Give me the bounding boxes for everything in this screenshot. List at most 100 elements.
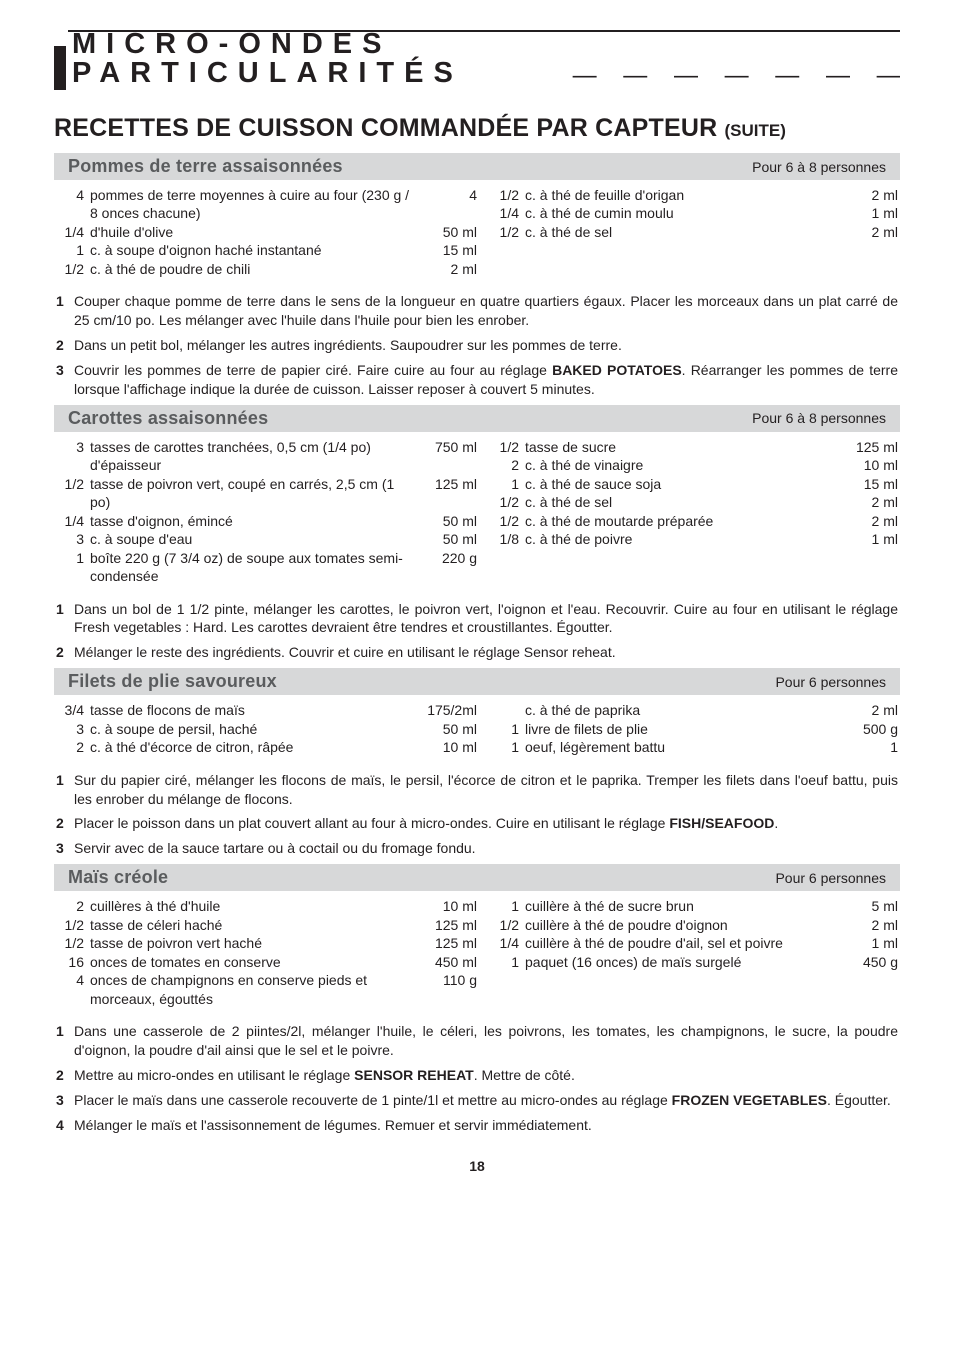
ingredient-desc: tasse de céleri haché bbox=[90, 916, 421, 934]
ingredients-col-left: 4pommes de terre moyennes à cuire au fou… bbox=[56, 186, 477, 278]
ingredient-amount: 2 ml bbox=[421, 260, 477, 278]
step-text: Dans un bol de 1 1/2 pinte, mélanger les… bbox=[74, 600, 898, 638]
ingredient-desc: c. à thé de vinaigre bbox=[525, 456, 842, 474]
ingredient-line: 1paquet (16 onces) de maïs surgelé450 g bbox=[491, 953, 898, 971]
ingredient-qty: 1/4 bbox=[491, 204, 525, 222]
ingredient-amount: 15 ml bbox=[842, 475, 898, 493]
ingredient-desc: pommes de terre moyennes à cuire au four… bbox=[90, 186, 421, 223]
step: 1Couper chaque pomme de terre dans le se… bbox=[56, 292, 898, 330]
step: 1Sur du papier ciré, mélanger les flocon… bbox=[56, 771, 898, 809]
ingredient-amount: 2 ml bbox=[842, 512, 898, 530]
section-header-row: MICRO-ONDES PARTICULARITÉS — — — — — — —… bbox=[54, 30, 900, 90]
step: 3Placer le maïs dans une casserole recou… bbox=[56, 1091, 898, 1110]
ingredient-qty: 3/4 bbox=[56, 701, 90, 719]
ingredient-amount: 125 ml bbox=[421, 475, 477, 493]
step-text: Mélanger le maïs et l'assisonnement de l… bbox=[74, 1116, 898, 1135]
ingredient-line: 1/2tasse de céleri haché125 ml bbox=[56, 916, 477, 934]
ingredient-amount: 500 g bbox=[842, 720, 898, 738]
ingredient-qty: 1/8 bbox=[491, 530, 525, 548]
ingredient-qty: 4 bbox=[56, 186, 90, 204]
ingredients: 3/4tasse de flocons de maïs175/2ml3c. à … bbox=[54, 695, 900, 764]
ingredient-desc: c. à soupe d'oignon haché instantané bbox=[90, 241, 421, 259]
step: 4Mélanger le maïs et l'assisonnement de … bbox=[56, 1116, 898, 1135]
ingredient-desc: tasse de poivron vert, coupé en carrés, … bbox=[90, 475, 421, 512]
steps-list: 1Couper chaque pomme de terre dans le se… bbox=[54, 292, 900, 398]
ingredients-col-right: 1cuillère à thé de sucre brun5 ml1/2cuil… bbox=[477, 897, 898, 1008]
ingredient-qty: 1 bbox=[56, 549, 90, 567]
ingredients: 3tasses de carottes tranchées, 0,5 cm (1… bbox=[54, 432, 900, 594]
ingredient-qty: 1/2 bbox=[491, 512, 525, 530]
ingredient-line: 2cuillères à thé d'huile10 ml bbox=[56, 897, 477, 915]
ingredient-qty: 3 bbox=[56, 530, 90, 548]
ingredient-amount: 50 ml bbox=[421, 720, 477, 738]
ingredient-amount: 1 ml bbox=[842, 934, 898, 952]
ingredient-amount: 2 ml bbox=[842, 701, 898, 719]
step-number: 3 bbox=[56, 361, 74, 399]
step: 1Dans un bol de 1 1/2 pinte, mélanger le… bbox=[56, 600, 898, 638]
ingredients-col-right: 1/2tasse de sucre125 ml2c. à thé de vina… bbox=[477, 438, 898, 586]
step-text: Mettre au micro-ondes en utilisant le ré… bbox=[74, 1066, 898, 1085]
ingredient-amount: 10 ml bbox=[421, 738, 477, 756]
ingredient-desc: c. à thé de poivre bbox=[525, 530, 842, 548]
ingredient-line: 1/2tasse de sucre125 ml bbox=[491, 438, 898, 456]
ingredients-col-right: 1/2c. à thé de feuille d'origan2 ml1/4c.… bbox=[477, 186, 898, 278]
ingredient-desc: tasse d'oignon, émincé bbox=[90, 512, 421, 530]
ingredient-desc: tasse de flocons de maïs bbox=[90, 701, 421, 719]
step-text: Mélanger le reste des ingrédients. Couvr… bbox=[74, 643, 898, 662]
recipe-title: Pommes de terre assaisonnées bbox=[68, 156, 343, 177]
ingredient-qty: 1/2 bbox=[491, 223, 525, 241]
ingredient-line: 1/2tasse de poivron vert, coupé en carré… bbox=[56, 475, 477, 512]
step-number: 1 bbox=[56, 1022, 74, 1060]
step: 2Placer le poisson dans un plat couvert … bbox=[56, 814, 898, 833]
ingredient-qty: 2 bbox=[56, 738, 90, 756]
recipe-header: Filets de plie savoureuxPour 6 personnes bbox=[54, 668, 900, 695]
ingredient-qty: 1/2 bbox=[491, 186, 525, 204]
ingredient-line: 1boîte 220 g (7 3/4 oz) de soupe aux tom… bbox=[56, 549, 477, 586]
ingredient-line: 1/2c. à thé de sel2 ml bbox=[491, 223, 898, 241]
ingredient-desc: c. à thé de poudre de chili bbox=[90, 260, 421, 278]
recipe-header: Pommes de terre assaisonnéesPour 6 à 8 p… bbox=[54, 153, 900, 180]
ingredient-qty: 1/2 bbox=[56, 475, 90, 493]
ingredients-col-left: 3tasses de carottes tranchées, 0,5 cm (1… bbox=[56, 438, 477, 586]
ingredient-line: 1c. à soupe d'oignon haché instantané15 … bbox=[56, 241, 477, 259]
ingredient-amount: 2 ml bbox=[842, 223, 898, 241]
recipes-container: Pommes de terre assaisonnéesPour 6 à 8 p… bbox=[54, 153, 900, 1134]
ingredient-line: 4onces de champignons en conserve pieds … bbox=[56, 971, 477, 1008]
step-text: Servir avec de la sauce tartare ou à coc… bbox=[74, 839, 898, 858]
ingredient-desc: c. à thé de feuille d'origan bbox=[525, 186, 842, 204]
ingredient-line: 1/4c. à thé de cumin moulu1 ml bbox=[491, 204, 898, 222]
ingredient-line: 1/4tasse d'oignon, émincé50 ml bbox=[56, 512, 477, 530]
ingredient-desc: oeuf, légèrement battu bbox=[525, 738, 842, 756]
steps-list: 1Sur du papier ciré, mélanger les flocon… bbox=[54, 771, 900, 859]
ingredients: 2cuillères à thé d'huile10 ml1/2tasse de… bbox=[54, 891, 900, 1016]
ingredients-col-left: 3/4tasse de flocons de maïs175/2ml3c. à … bbox=[56, 701, 477, 756]
ingredient-desc: c. à thé de cumin moulu bbox=[525, 204, 842, 222]
step: 3Servir avec de la sauce tartare ou à co… bbox=[56, 839, 898, 858]
main-title-suffix: (SUITE) bbox=[725, 121, 786, 140]
ingredient-desc: cuillère à thé de sucre brun bbox=[525, 897, 842, 915]
ingredient-desc: cuillères à thé d'huile bbox=[90, 897, 421, 915]
ingredient-qty: 1/2 bbox=[56, 934, 90, 952]
ingredient-amount: 125 ml bbox=[842, 438, 898, 456]
ingredient-qty: 1/2 bbox=[491, 916, 525, 934]
ingredient-line: 16onces de tomates en conserve450 ml bbox=[56, 953, 477, 971]
ingredient-line: 3c. à soupe de persil, haché50 ml bbox=[56, 720, 477, 738]
ingredient-desc: c. à thé de paprika bbox=[525, 701, 842, 719]
vertical-bar-icon bbox=[54, 46, 66, 90]
recipe-title: Filets de plie savoureux bbox=[68, 671, 277, 692]
ingredient-qty: 1 bbox=[491, 720, 525, 738]
ingredient-desc: c. à thé de sauce soja bbox=[525, 475, 842, 493]
step-text: Couvrir les pommes de terre de papier ci… bbox=[74, 361, 898, 399]
ingredient-qty: 1 bbox=[56, 241, 90, 259]
ingredient-amount: 10 ml bbox=[421, 897, 477, 915]
step-number: 3 bbox=[56, 839, 74, 858]
page: MICRO-ONDES PARTICULARITÉS — — — — — — —… bbox=[0, 0, 954, 1214]
ingredient-amount: 220 g bbox=[421, 549, 477, 567]
step: 2Dans un petit bol, mélanger les autres … bbox=[56, 336, 898, 355]
ingredient-amount: 4 bbox=[421, 186, 477, 204]
ingredient-line: 1/2c. à thé de feuille d'origan2 ml bbox=[491, 186, 898, 204]
step-text: Dans un petit bol, mélanger les autres i… bbox=[74, 336, 898, 355]
ingredient-amount: 50 ml bbox=[421, 512, 477, 530]
step-number: 2 bbox=[56, 336, 74, 355]
step-number: 3 bbox=[56, 1091, 74, 1110]
